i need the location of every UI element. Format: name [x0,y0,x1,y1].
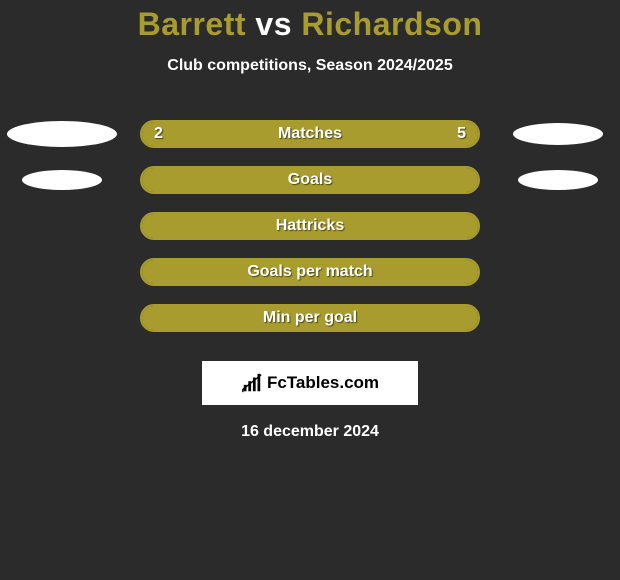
bar-chart-icon [241,372,263,394]
bar-fill-left [142,260,478,284]
page-title: Barrett vs Richardson [0,0,620,43]
chart-row: Goals per match [0,249,620,295]
ellipse-icon [513,123,603,145]
left-indicator [2,121,122,147]
brand-box: FcTables.com [202,361,418,405]
stat-bar: Goals per match [140,258,480,286]
title-player-a: Barrett [138,6,246,42]
stat-bar: Matches25 [140,120,480,148]
ellipse-icon [518,170,598,190]
chart-row: Goals [0,157,620,203]
title-vs: vs [246,6,301,42]
bar-fill-right [238,122,478,146]
bar-fill-left [142,122,238,146]
ellipse-icon [7,121,117,147]
bar-fill-left [142,306,478,330]
brand-text: FcTables.com [267,373,379,393]
chart-row: Hattricks [0,203,620,249]
subtitle: Club competitions, Season 2024/2025 [0,57,620,75]
stat-bar: Goals [140,166,480,194]
comparison-chart: Matches25 Goals Hattricks Goals per match Mi… [0,111,620,341]
title-player-b: Richardson [301,6,482,42]
bar-fill-left [142,168,478,192]
chart-row: Matches25 [0,111,620,157]
left-indicator [2,170,122,190]
ellipse-icon [22,170,102,190]
stat-bar: Hattricks [140,212,480,240]
date-label: 16 december 2024 [0,423,620,441]
right-indicator [498,170,618,190]
chart-row: Min per goal [0,295,620,341]
stat-bar: Min per goal [140,304,480,332]
right-indicator [498,123,618,145]
bar-fill-left [142,214,478,238]
